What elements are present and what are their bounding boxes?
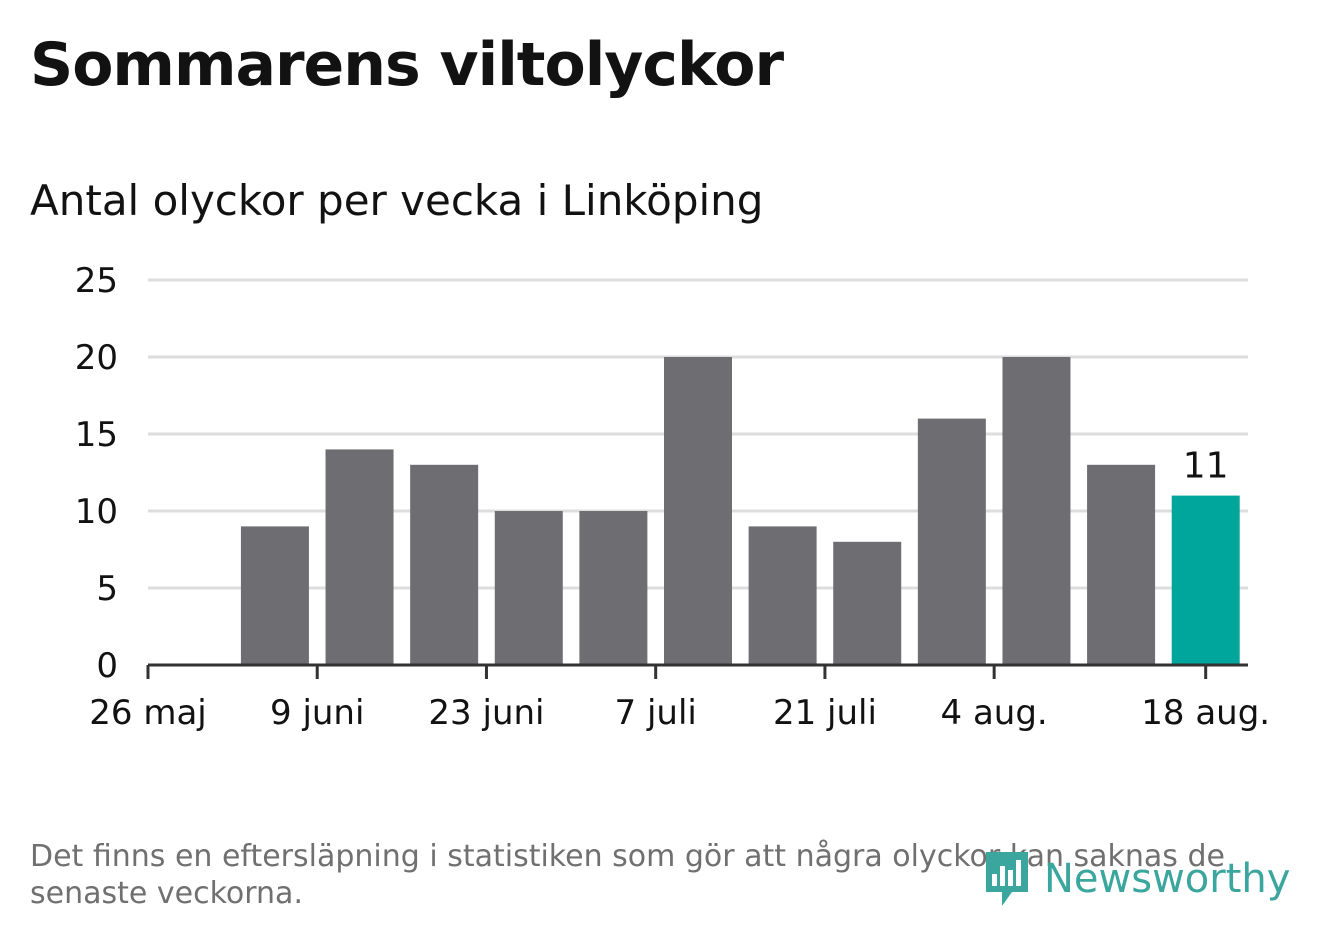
bar-chart: 0 5 10 15 20 25 11 26 maj 9 juni 23 juni 7 juli 21 …: [75, 261, 1270, 733]
y-tick-label: 10: [75, 492, 118, 532]
x-tick-label: 9 juni: [270, 693, 364, 733]
x-tick-label: 23 juni: [428, 693, 544, 733]
y-tick-label: 5: [96, 569, 118, 609]
bar: [664, 357, 732, 665]
y-tick-label: 20: [75, 338, 118, 378]
bar: [833, 541, 902, 665]
bar: [1002, 357, 1071, 665]
bar: [1087, 464, 1156, 665]
y-tick-label: 15: [75, 415, 118, 455]
bar: [240, 526, 309, 665]
bar: [917, 418, 986, 665]
newsworthy-logo-icon: [986, 852, 1028, 906]
chart-title: Sommarens viltolyckor: [30, 30, 784, 100]
x-tick-label: 7 juli: [615, 693, 697, 733]
bar: [325, 449, 394, 665]
x-tick-label: 21 juli: [773, 693, 877, 733]
y-tick-label: 25: [75, 261, 118, 301]
bar-highlight: [1171, 495, 1240, 665]
bar: [579, 511, 648, 665]
chart-subtitle: Antal olyckor per vecka i Linköping: [30, 176, 764, 225]
y-tick-label: 0: [96, 646, 118, 686]
logo-text: Newsworthy: [1044, 856, 1291, 902]
bar: [748, 526, 817, 665]
x-tick-label: 26 maj: [89, 693, 206, 733]
data-label: 11: [1183, 446, 1229, 487]
x-tick-label: 18 aug.: [1141, 693, 1270, 733]
bar: [410, 464, 479, 665]
newsworthy-logo: Newsworthy: [982, 848, 1290, 910]
x-tick-label: 4 aug.: [941, 693, 1048, 733]
bar: [494, 511, 563, 665]
